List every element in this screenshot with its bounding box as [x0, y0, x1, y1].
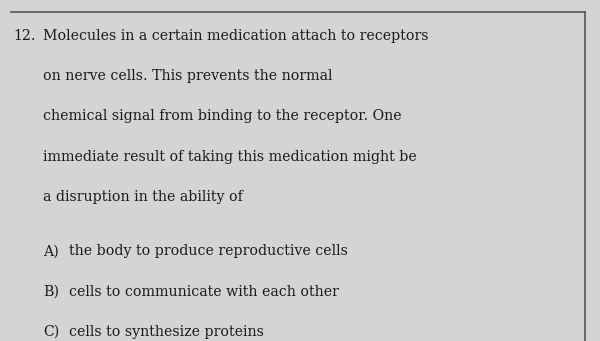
Text: chemical signal from binding to the receptor. One: chemical signal from binding to the rece… [43, 109, 402, 123]
Text: Molecules in a certain medication attach to receptors: Molecules in a certain medication attach… [43, 29, 428, 43]
Text: the body to produce reproductive cells: the body to produce reproductive cells [69, 244, 348, 258]
Text: immediate result of taking this medication might be: immediate result of taking this medicati… [43, 150, 417, 164]
Text: 12.: 12. [13, 29, 36, 43]
Text: A): A) [43, 244, 59, 258]
Text: B): B) [43, 285, 59, 299]
Text: C): C) [43, 325, 59, 339]
Text: cells to synthesize proteins: cells to synthesize proteins [69, 325, 264, 339]
Text: on nerve cells. This prevents the normal: on nerve cells. This prevents the normal [43, 69, 332, 83]
Text: cells to communicate with each other: cells to communicate with each other [69, 285, 339, 299]
Text: a disruption in the ability of: a disruption in the ability of [43, 190, 243, 204]
